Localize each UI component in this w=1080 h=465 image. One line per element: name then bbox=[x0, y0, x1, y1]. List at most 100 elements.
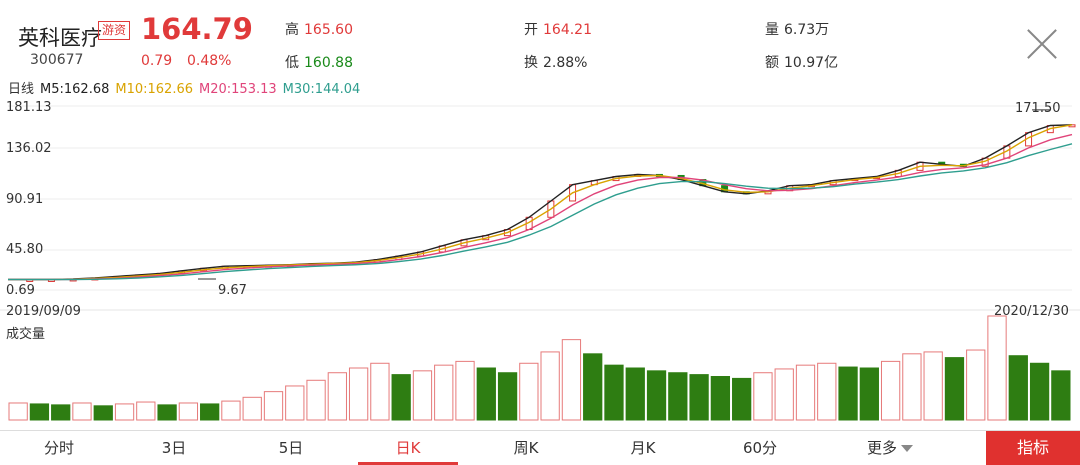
high-annotation: 171.50 bbox=[1015, 101, 1061, 116]
volume-bar bbox=[306, 379, 326, 421]
volume-bar bbox=[646, 370, 667, 421]
current-price: 164.79 bbox=[141, 12, 253, 46]
stat-volume-value: 6.73万 bbox=[784, 22, 830, 38]
stat-open-label: 开 bbox=[524, 22, 538, 38]
volume-bar bbox=[221, 400, 241, 421]
volume-bar bbox=[795, 364, 816, 421]
low-annotation: 9.67 bbox=[218, 283, 247, 298]
tab-3day[interactable]: 3日 bbox=[161, 439, 187, 457]
volume-bar bbox=[902, 353, 922, 421]
stat-turnover: 换 2.88% bbox=[524, 52, 587, 72]
volume-bar bbox=[391, 374, 411, 421]
volume-bar bbox=[263, 391, 284, 421]
volume-bar bbox=[880, 360, 901, 421]
volume-bar bbox=[519, 362, 539, 421]
tab-60min[interactable]: 60分 bbox=[742, 439, 778, 457]
volume-bar bbox=[72, 402, 92, 421]
price-change: 0.79 bbox=[141, 53, 173, 69]
stock-tag-badge[interactable]: 游资 bbox=[98, 21, 131, 40]
y-tick-label: 136.02 bbox=[6, 141, 52, 156]
volume-bar bbox=[178, 402, 199, 421]
volume-bar bbox=[561, 339, 582, 421]
volume-bar bbox=[51, 404, 71, 421]
volume-bar bbox=[434, 364, 454, 421]
volume-bar bbox=[114, 403, 135, 421]
volume-bar bbox=[412, 370, 433, 421]
stat-amount: 额 10.97亿 bbox=[765, 52, 838, 72]
stat-open-value: 164.21 bbox=[543, 22, 592, 38]
volume-bar bbox=[753, 372, 773, 421]
y-tick-label: 90.91 bbox=[6, 192, 44, 207]
ma-line-m20 bbox=[8, 133, 1073, 281]
stat-volume: 量 6.73万 bbox=[765, 19, 829, 39]
y-tick-label: 181.13 bbox=[6, 100, 52, 115]
stat-turnover-value: 2.88% bbox=[543, 55, 588, 71]
volume-bar bbox=[93, 405, 113, 421]
stat-high-label: 高 bbox=[285, 22, 299, 38]
ma5-value: M5:162.68 bbox=[40, 82, 110, 97]
volume-bar bbox=[604, 364, 624, 421]
volume-bar bbox=[285, 385, 305, 421]
volume-bar bbox=[540, 351, 560, 421]
volume-bar bbox=[370, 362, 390, 421]
volume-bar bbox=[732, 377, 752, 421]
x-end-date: 2020/12/30 bbox=[994, 304, 1069, 319]
close-icon[interactable] bbox=[1026, 28, 1058, 60]
volume-bar bbox=[859, 367, 879, 421]
tab-more-label: 更多 bbox=[866, 439, 897, 457]
ma20-value: M20:153.13 bbox=[199, 82, 277, 97]
ma30-value: M30:144.04 bbox=[282, 82, 361, 97]
volume-bar bbox=[157, 404, 177, 421]
volume-bar bbox=[136, 401, 156, 421]
volume-bar bbox=[923, 351, 943, 421]
y-tick-label: 0.69 bbox=[6, 283, 35, 298]
tab-monthly-k[interactable]: 月K bbox=[630, 439, 656, 457]
stat-amount-label: 额 bbox=[765, 55, 779, 71]
y-tick-label: 45.80 bbox=[6, 242, 44, 257]
volume-bar bbox=[200, 403, 220, 421]
stat-high-value: 165.60 bbox=[304, 22, 353, 38]
stat-low-value: 160.88 bbox=[304, 55, 353, 71]
volume-bar bbox=[774, 368, 794, 421]
tab-more[interactable]: 更多 bbox=[840, 431, 940, 465]
stock-header: 英科医疗 游资 300677 164.79 0.79 0.48% 高 165.60… bbox=[0, 0, 1080, 78]
volume-bar bbox=[944, 357, 965, 421]
stock-name: 英科医疗 bbox=[18, 26, 102, 50]
period-tab-bar: 分时 3日 5日 日K 周K 月K 60分 更多 指标 bbox=[0, 430, 1080, 465]
stat-amount-value: 10.97亿 bbox=[784, 55, 839, 71]
ma-line-m30 bbox=[8, 143, 1073, 281]
volume-bar bbox=[348, 367, 369, 421]
indicator-button[interactable]: 指标 bbox=[986, 431, 1080, 465]
volume-bar bbox=[838, 366, 858, 421]
kline-chart[interactable] bbox=[0, 96, 1080, 430]
chevron-down-icon bbox=[901, 445, 913, 452]
volume-bar bbox=[455, 360, 475, 421]
volume-bar bbox=[1051, 370, 1071, 421]
ma-legend: 日线 M5:162.68 M10:162.66 M20:153.13 M30:144.0… bbox=[8, 78, 366, 97]
volume-bar bbox=[476, 367, 496, 421]
stat-low: 低 160.88 bbox=[285, 52, 353, 72]
ma10-value: M10:162.66 bbox=[115, 82, 194, 97]
tab-daily-k[interactable]: 日K bbox=[358, 431, 458, 465]
volume-bar bbox=[497, 372, 518, 421]
ma-period-label: 日线 bbox=[8, 82, 35, 97]
volume-bar bbox=[1008, 355, 1028, 421]
stat-high: 高 165.60 bbox=[285, 19, 353, 39]
price-change-percent: 0.48% bbox=[187, 53, 232, 69]
tab-fenshi[interactable]: 分时 bbox=[43, 439, 74, 457]
volume-bar bbox=[8, 402, 28, 421]
stat-volume-label: 量 bbox=[765, 22, 779, 38]
volume-bar bbox=[1029, 362, 1050, 421]
volume-bar bbox=[583, 353, 603, 421]
volume-bar bbox=[242, 396, 262, 421]
volume-bar bbox=[625, 367, 645, 421]
stat-open: 开 164.21 bbox=[524, 19, 592, 39]
tab-weekly-k[interactable]: 周K bbox=[513, 439, 539, 457]
x-start-date: 2019/09/09 bbox=[6, 304, 81, 319]
volume-bar bbox=[987, 315, 1007, 421]
ma-line-m10 bbox=[8, 124, 1073, 281]
tab-5day[interactable]: 5日 bbox=[278, 439, 304, 457]
volume-bar bbox=[966, 349, 986, 421]
volume-bar bbox=[668, 372, 688, 421]
stock-code: 300677 bbox=[30, 52, 84, 68]
